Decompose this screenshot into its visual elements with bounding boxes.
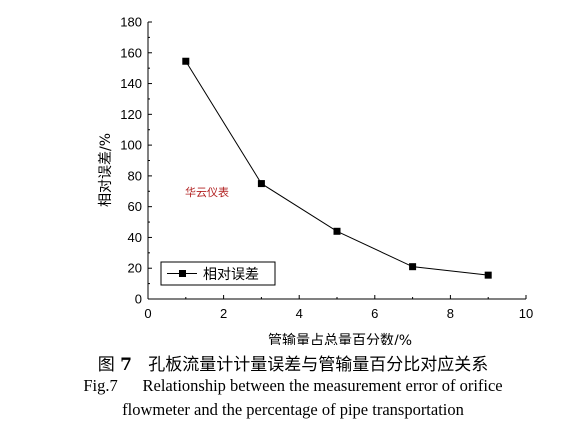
y-tick-label: 0 [135,292,142,307]
y-axis-title: 相对误差/% [98,133,114,207]
caption-en-text: Relationship between the measurement err… [142,376,503,395]
caption-zh-number: 7 [120,355,133,375]
x-tick-label: 8 [447,306,454,321]
x-tick-label: 4 [296,306,303,321]
y-tick-label: 140 [120,76,142,91]
y-tick-label: 100 [120,138,142,153]
chart: 0 20 40 60 80 100 120 140 160 180 0 2 4 6 8 10 华云仪表 管输量… [98,15,533,346]
x-tick-label: 2 [220,306,227,321]
x-tick-label: 10 [519,306,533,321]
watermark-annotation: 华云仪表 [185,185,229,199]
caption-english-line2: flowmeter and the percentage of pipe tra… [122,400,464,419]
y-tick-label: 160 [120,45,142,60]
y-tick-label: 40 [128,230,142,245]
y-tick-label: 120 [120,107,142,122]
legend-label: 相对误差 [203,267,259,283]
legend: 相对误差 [160,261,276,286]
y-tick-label: 20 [128,261,142,276]
caption-chinese: 图 7 孔板流量计计量误差与管输量百分比对应关系 [0,350,586,375]
plot-area: 0 20 40 60 80 100 120 140 160 180 0 2 4 6 8 10 [120,15,533,322]
data-point [257,180,265,188]
legend-marker-sample [179,270,186,277]
caption-english-line1: Fig.7 Relationship between the measureme… [0,376,586,396]
x-axis-title: 管输量占总量百分数/% [268,333,412,345]
caption-en-prefix: Fig.7 [83,376,118,395]
data-point [333,227,341,235]
caption-zh-prefix: 图 [97,355,115,375]
legend-box [160,261,276,286]
data-point [484,271,492,279]
caption-zh-text: 孔板流量计计量误差与管输量百分比对应关系 [148,355,489,375]
series-line [185,60,489,276]
y-tick-label: 60 [128,199,142,214]
x-tick-label: 0 [144,306,151,321]
y-tick-label: 80 [128,168,142,183]
y-tick-label: 180 [120,15,142,30]
x-tick-label: 6 [371,306,378,321]
data-point [409,263,417,271]
data-point [182,57,190,65]
